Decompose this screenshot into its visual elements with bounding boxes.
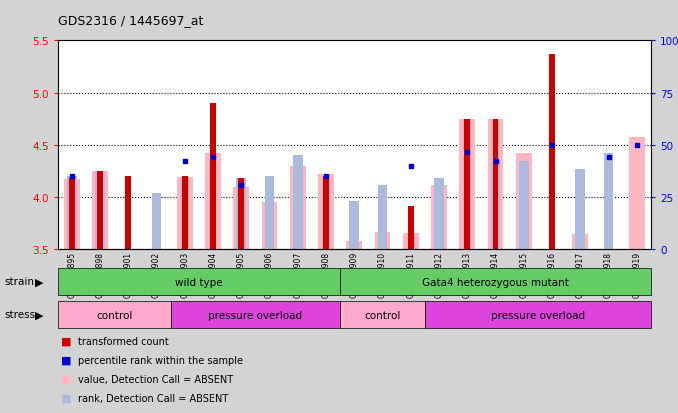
Bar [264,177,275,250]
Bar [493,119,498,250]
Bar [519,161,529,250]
Bar [58,301,171,328]
Bar [58,268,340,295]
Bar [152,194,161,250]
Bar [340,301,425,328]
Bar [323,177,329,250]
Text: pressure overload: pressure overload [208,310,302,320]
Bar [425,301,651,328]
Bar [64,180,79,250]
Text: stress: stress [4,310,35,320]
Bar [572,234,588,250]
Bar [340,268,651,295]
Bar [375,232,391,250]
Bar [464,119,470,250]
Bar [460,119,475,250]
Bar [177,178,193,250]
Bar [403,233,418,250]
Bar [237,179,246,250]
Bar [516,154,532,250]
Text: control: control [96,310,132,320]
Text: ■: ■ [61,336,71,346]
Bar [408,206,414,250]
Bar [318,175,334,250]
Text: rank, Detection Call = ABSENT: rank, Detection Call = ABSENT [78,393,228,403]
Bar [69,179,75,250]
Text: pressure overload: pressure overload [491,310,585,320]
Bar [378,185,387,250]
Text: ▶: ▶ [35,310,43,320]
Bar [487,119,503,250]
Bar [290,166,306,250]
Text: control: control [364,310,401,320]
Bar [576,170,585,250]
Bar [629,137,645,250]
Bar [349,202,359,250]
Bar [491,161,500,250]
Text: strain: strain [4,277,34,287]
Bar [431,185,447,250]
Text: wild type: wild type [175,277,222,287]
Bar [603,154,614,250]
Bar [125,177,131,250]
Bar [262,203,277,250]
Bar [346,242,362,250]
Text: GDS2316 / 1445697_at: GDS2316 / 1445697_at [58,14,203,27]
Text: ■: ■ [61,355,71,365]
Bar [171,301,340,328]
Bar [67,177,77,250]
Bar [239,179,244,250]
Bar [92,172,108,250]
Bar [549,55,555,250]
Bar [95,172,105,250]
Bar [182,177,188,250]
Bar [293,156,302,250]
Bar [434,179,444,250]
Text: ■: ■ [61,374,71,384]
Text: value, Detection Call = ABSENT: value, Detection Call = ABSENT [78,374,233,384]
Bar [97,172,103,250]
Bar [205,154,221,250]
Text: transformed count: transformed count [78,336,169,346]
Text: ▶: ▶ [35,277,43,287]
Text: percentile rank within the sample: percentile rank within the sample [78,355,243,365]
Text: Gata4 heterozygous mutant: Gata4 heterozygous mutant [422,277,569,287]
Text: ■: ■ [61,393,71,403]
Bar [210,104,216,250]
Bar [233,188,249,250]
